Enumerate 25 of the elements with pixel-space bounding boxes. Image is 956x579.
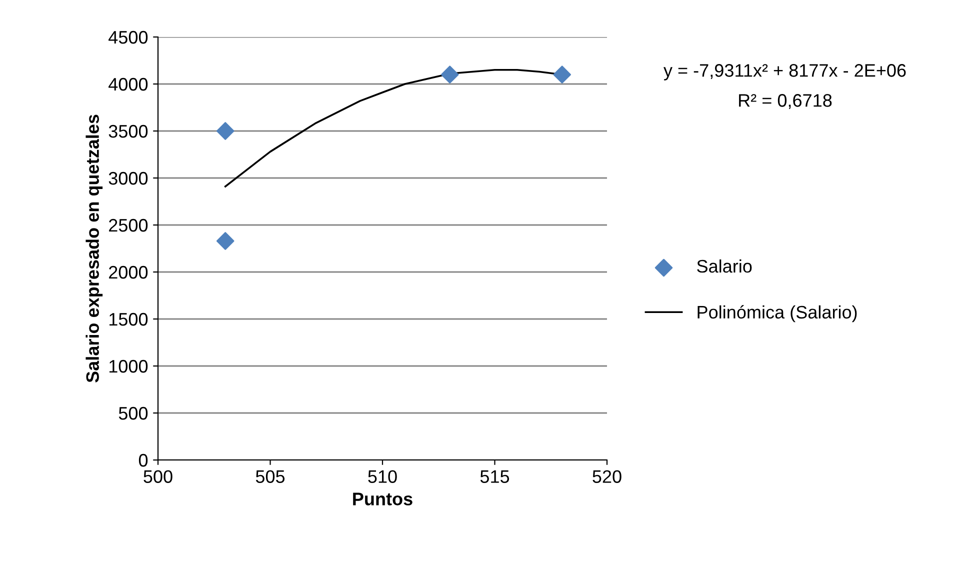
point (216, 122, 234, 140)
y-tick-label: 500 (118, 406, 148, 420)
y-tick-label: 3000 (108, 172, 148, 185)
y-tick-label: 0 (138, 454, 148, 467)
x-tick-label: 520 (592, 470, 622, 483)
y-tick-label: 1000 (109, 360, 148, 373)
y-tick-label: 2500 (109, 218, 148, 232)
y-tick-label: 4000 (108, 78, 148, 91)
point (216, 232, 234, 250)
x-tick-label: 515 (480, 470, 510, 483)
legend-label: Salario (697, 259, 752, 273)
text: y = -7,9311x² + 8177x - 2E+06 (664, 64, 906, 80)
y-tick-label: 3500 (108, 124, 148, 138)
y-tick-label: 1500 (109, 312, 148, 326)
y-axis-title: Salario expresado en quetzales (86, 114, 103, 382)
y-tick-label: 4500 (108, 30, 148, 44)
point (553, 66, 572, 84)
x-tick-label: 510 (368, 470, 397, 483)
x-tick-label: 505 (256, 470, 285, 483)
legend-label: Polinómica (Salario) (698, 305, 857, 322)
point (440, 66, 459, 84)
y-tick-label: 2000 (109, 266, 148, 279)
x-axis-title: Puntos (353, 492, 412, 506)
text: R² = 0,6718 (739, 94, 832, 109)
x-tick-label: 500 (144, 470, 172, 483)
